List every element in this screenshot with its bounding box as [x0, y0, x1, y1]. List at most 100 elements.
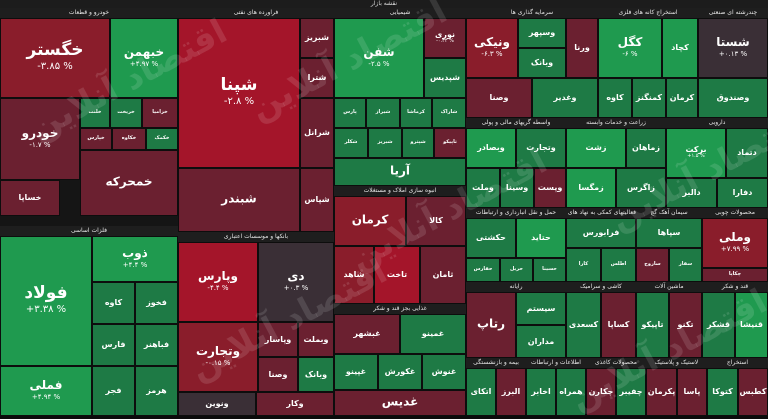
- sector-title[interactable]: بیمه و بازنشستگی: [466, 358, 526, 368]
- stock-tile[interactable]: غمینو: [400, 314, 466, 354]
- stock-tile[interactable]: فملی +۴.۹۴ %: [0, 366, 92, 416]
- stock-tile[interactable]: غپینو: [334, 354, 378, 390]
- stock-tile[interactable]: وپست: [534, 168, 566, 208]
- stock-tile[interactable]: وملت: [466, 168, 500, 208]
- stock-tile[interactable]: خزامیا: [142, 98, 178, 128]
- stock-tile[interactable]: حسینا: [533, 258, 566, 282]
- stock-tile[interactable]: پارس: [334, 98, 366, 128]
- stock-tile[interactable]: کرمان: [666, 78, 698, 118]
- stock-tile[interactable]: فخوز: [135, 282, 178, 324]
- stock-tile[interactable]: وصنا: [466, 78, 532, 118]
- stock-tile[interactable]: وبانک: [298, 357, 334, 392]
- stock-tile[interactable]: کتوکا: [707, 368, 738, 416]
- stock-tile[interactable]: ثامان: [420, 246, 466, 304]
- stock-tile[interactable]: شرانل: [300, 98, 334, 168]
- stock-tile[interactable]: وسینا: [500, 168, 534, 208]
- sector-title[interactable]: حمل و نقل انبارداری و ارتباطات: [466, 208, 566, 218]
- stock-tile[interactable]: چکاپا: [702, 268, 768, 282]
- sector-title[interactable]: زراعت و خدمات وابسته: [566, 118, 666, 128]
- stock-tile[interactable]: شپترو: [402, 128, 434, 158]
- sector-title[interactable]: چندرشته ای صنعتی: [698, 8, 768, 18]
- stock-tile[interactable]: شاهد: [334, 246, 374, 304]
- stock-tile[interactable]: خکمک: [146, 128, 178, 150]
- sector-title[interactable]: سرمایه گذاری ها: [466, 8, 598, 18]
- stock-tile[interactable]: دالبر: [666, 178, 717, 208]
- stock-tile[interactable]: خکاوه: [112, 128, 146, 150]
- stock-tile[interactable]: پاسا: [677, 368, 707, 416]
- stock-tile[interactable]: ورنا: [566, 18, 598, 78]
- sector-title[interactable]: لاستیک و پلاستیک: [646, 358, 707, 368]
- stock-tile[interactable]: وسپهر: [518, 18, 566, 48]
- sector-title[interactable]: محصولات چوبی: [702, 208, 768, 218]
- stock-tile[interactable]: نوری -۰.۳۲ %: [424, 18, 466, 58]
- stock-tile[interactable]: اتکای: [466, 368, 496, 416]
- stock-tile[interactable]: کطبس: [738, 368, 768, 416]
- stock-tile[interactable]: زماهان: [626, 128, 666, 168]
- stock-tile[interactable]: غبشهر: [334, 314, 400, 354]
- sector-title[interactable]: استخراج: [707, 358, 768, 368]
- stock-tile[interactable]: حتاید: [516, 218, 566, 258]
- stock-tile[interactable]: زاگرس: [616, 168, 666, 208]
- stock-tile[interactable]: وتجارت: [516, 128, 566, 168]
- sector-title[interactable]: اطلاعات و ارتباطات: [526, 358, 586, 368]
- stock-tile[interactable]: وکار: [256, 392, 334, 416]
- stock-tile[interactable]: شترا: [300, 58, 334, 98]
- stock-tile[interactable]: فولاد +۳.۳۸ %: [0, 236, 92, 366]
- stock-tile[interactable]: حفارس: [466, 258, 500, 282]
- stock-tile[interactable]: فجر: [92, 366, 135, 416]
- stock-tile[interactable]: چکارن: [586, 368, 616, 416]
- sector-title[interactable]: سیمان آهک گچ: [636, 208, 702, 218]
- stock-tile[interactable]: قشکر: [702, 292, 735, 358]
- stock-tile[interactable]: شپاس: [300, 168, 334, 232]
- stock-tile[interactable]: غدیس: [334, 390, 466, 416]
- stock-tile[interactable]: شبریز: [368, 128, 402, 158]
- stock-tile[interactable]: چفیبر: [616, 368, 646, 416]
- stock-tile[interactable]: دتماد: [726, 128, 768, 178]
- stock-tile[interactable]: وپاسار: [258, 322, 298, 357]
- stock-tile[interactable]: ذوب +۴.۴ %: [92, 236, 178, 282]
- stock-tile[interactable]: شستا +۰.۱۳ %: [698, 18, 768, 78]
- stock-tile[interactable]: خساپا: [0, 180, 60, 216]
- sector-title[interactable]: استخراج کانه های فلزی: [598, 8, 698, 18]
- stock-tile[interactable]: دی +۰.۳ %: [258, 242, 334, 322]
- stock-tile[interactable]: وبانک: [518, 48, 566, 78]
- stock-tile[interactable]: کرماشا: [400, 98, 432, 128]
- stock-tile[interactable]: خودرو -۱.۷ %: [0, 98, 80, 180]
- sector-title[interactable]: خودرو و قطعات: [0, 8, 178, 18]
- stock-tile[interactable]: وصنا: [258, 357, 298, 392]
- stock-tile[interactable]: قنیشا: [735, 292, 768, 358]
- stock-tile[interactable]: کسعدی: [566, 292, 601, 358]
- stock-tile[interactable]: شپنا -۲.۸ %: [178, 18, 300, 168]
- stock-tile[interactable]: وتجارت -۰.۱۵ %: [178, 322, 258, 392]
- stock-tile[interactable]: پکرمان: [646, 368, 677, 416]
- stock-tile[interactable]: حکشتی: [466, 218, 516, 258]
- stock-tile[interactable]: مداران: [516, 325, 566, 358]
- stock-tile[interactable]: اطلس: [601, 248, 636, 282]
- sector-title[interactable]: فلزات اساسی: [0, 226, 178, 236]
- stock-tile[interactable]: همراه: [556, 368, 586, 416]
- stock-tile[interactable]: شبندر: [178, 168, 300, 232]
- stock-tile[interactable]: شپدیس: [424, 58, 466, 98]
- stock-tile[interactable]: کالا: [406, 196, 466, 246]
- stock-tile[interactable]: خلنت: [80, 98, 110, 128]
- stock-tile[interactable]: کاوه: [598, 78, 632, 118]
- stock-tile[interactable]: غکورش: [378, 354, 422, 390]
- stock-tile[interactable]: فارس: [92, 324, 135, 366]
- stock-tile[interactable]: تاپیکو: [434, 128, 466, 158]
- stock-tile[interactable]: وبصادر: [466, 128, 516, 168]
- stock-tile[interactable]: کچاد: [662, 18, 698, 78]
- stock-tile[interactable]: زمگسا: [566, 168, 616, 208]
- stock-tile[interactable]: وپارس -۴.۴ %: [178, 242, 258, 322]
- sector-title[interactable]: قند و شکر: [702, 282, 768, 292]
- sector-title[interactable]: کاشی و سرامیک: [566, 282, 636, 292]
- stock-tile[interactable]: سپاها: [636, 218, 702, 248]
- stock-tile[interactable]: سیستم: [516, 292, 566, 325]
- sector-title[interactable]: بانکها و موسسات اعتباری: [178, 232, 334, 242]
- stock-tile[interactable]: البرز: [496, 368, 526, 416]
- stock-tile[interactable]: زشت: [566, 128, 626, 168]
- stock-tile[interactable]: خریخت: [110, 98, 142, 128]
- stock-tile[interactable]: برکت +۱.۵ %: [666, 128, 726, 178]
- sector-title[interactable]: شیمیایی: [334, 8, 466, 18]
- stock-tile[interactable]: فرابورس: [566, 218, 636, 248]
- sector-title[interactable]: دارویی: [666, 118, 768, 128]
